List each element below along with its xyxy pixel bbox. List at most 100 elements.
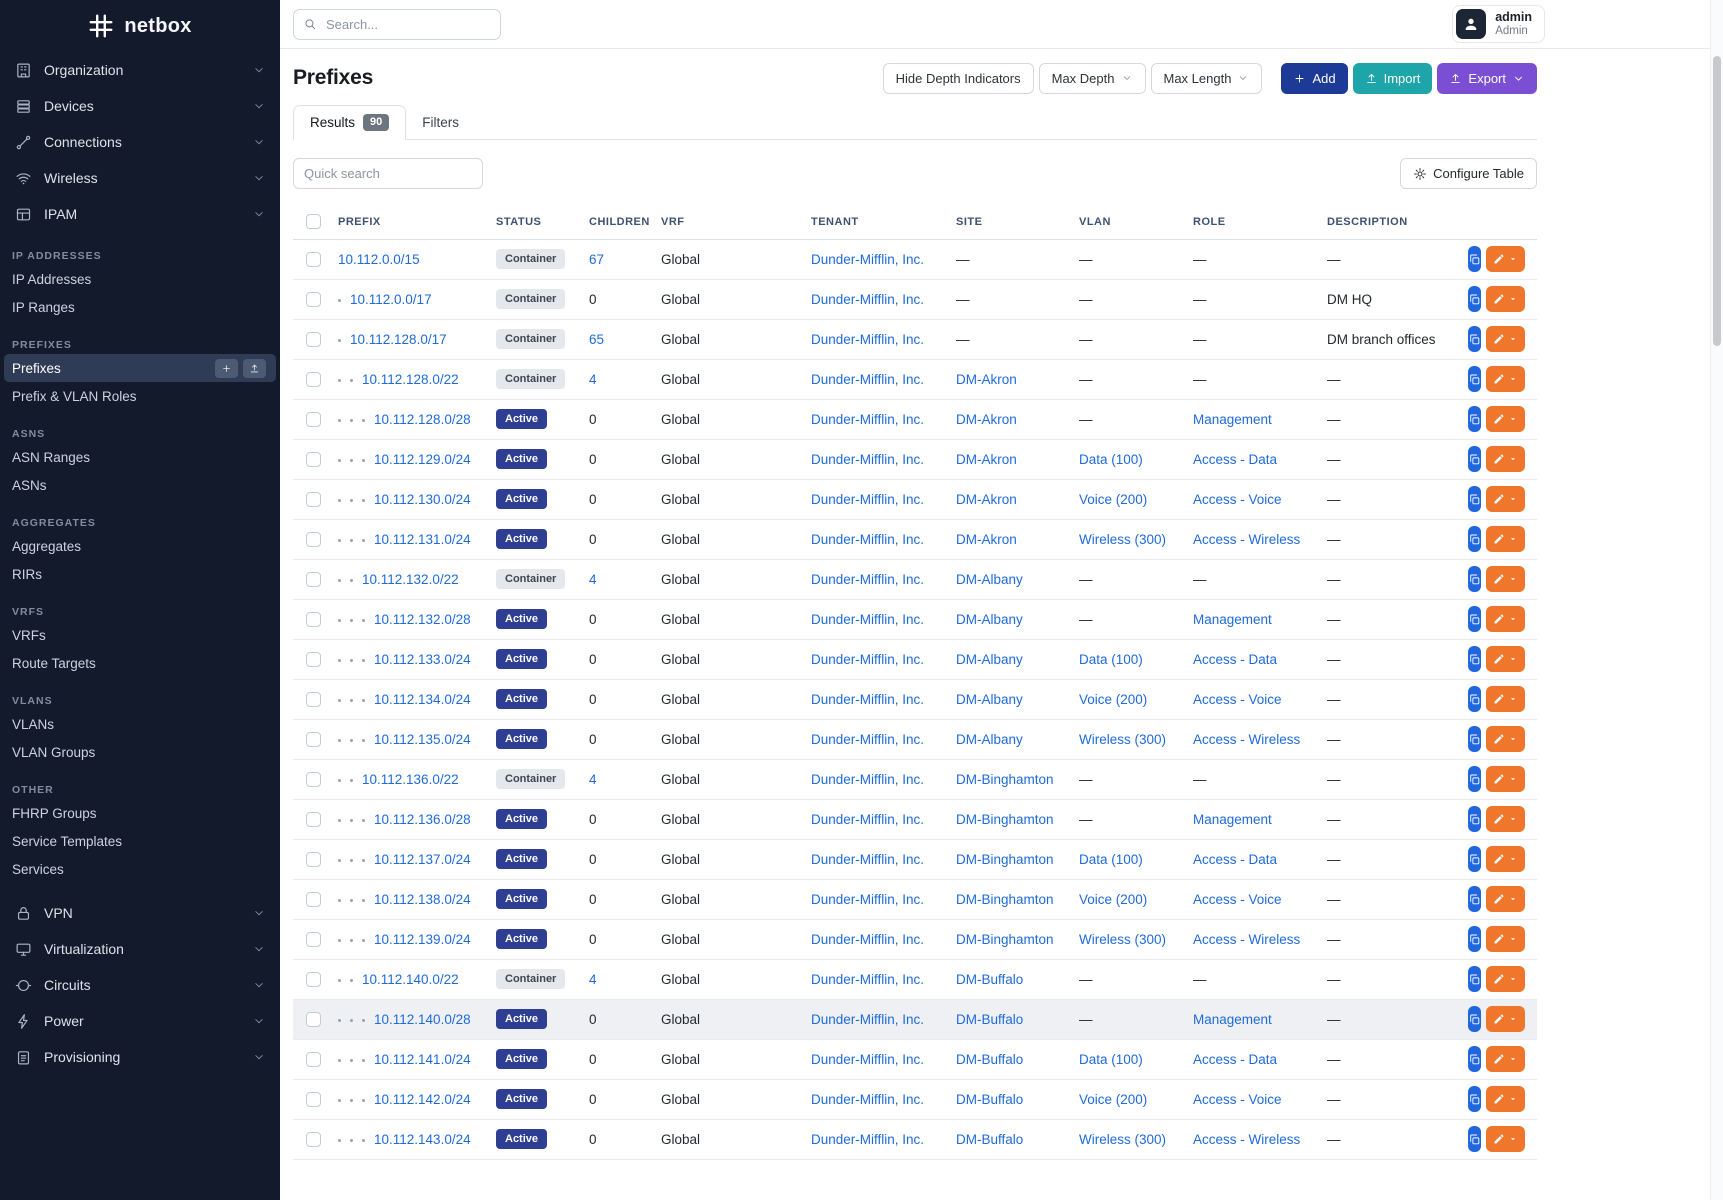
- edit-button[interactable]: [1486, 566, 1525, 593]
- column-header-prefix[interactable]: PREFIX: [330, 205, 488, 240]
- prefix-link[interactable]: 10.112.136.0/22: [362, 771, 459, 787]
- role-link[interactable]: Management: [1193, 611, 1272, 627]
- role-link[interactable]: Management: [1193, 1011, 1272, 1027]
- add-button[interactable]: Add: [1281, 62, 1348, 94]
- tenant-link[interactable]: Dunder-Mifflin, Inc.: [811, 531, 925, 547]
- row-checkbox[interactable]: [306, 612, 321, 628]
- tenant-link[interactable]: Dunder-Mifflin, Inc.: [811, 731, 925, 747]
- user-menu[interactable]: admin Admin: [1452, 5, 1545, 43]
- column-header-description[interactable]: DESCRIPTION: [1319, 205, 1462, 240]
- copy-button[interactable]: [1468, 846, 1481, 873]
- prefix-link[interactable]: 10.112.134.0/24: [374, 691, 471, 707]
- role-link[interactable]: Access - Wireless: [1193, 931, 1301, 947]
- tenant-link[interactable]: Dunder-Mifflin, Inc.: [811, 251, 925, 267]
- edit-button[interactable]: [1486, 886, 1525, 913]
- edit-button[interactable]: [1486, 686, 1525, 713]
- copy-button[interactable]: [1468, 1126, 1481, 1153]
- prefix-link[interactable]: 10.112.132.0/28: [374, 611, 471, 627]
- edit-button[interactable]: [1486, 1006, 1525, 1033]
- row-checkbox[interactable]: [306, 1092, 321, 1108]
- tenant-link[interactable]: Dunder-Mifflin, Inc.: [811, 291, 925, 307]
- sidebar-item-ip-addresses[interactable]: IP Addresses: [0, 265, 280, 293]
- row-checkbox[interactable]: [306, 292, 321, 308]
- row-checkbox[interactable]: [306, 732, 321, 748]
- row-checkbox[interactable]: [306, 932, 321, 948]
- sidebar-item-prefix-vlan-roles[interactable]: Prefix & VLAN Roles: [0, 382, 280, 410]
- row-checkbox[interactable]: [306, 532, 321, 548]
- role-link[interactable]: Access - Wireless: [1193, 731, 1301, 747]
- row-checkbox[interactable]: [306, 1052, 321, 1068]
- children-count-link[interactable]: 67: [589, 251, 605, 267]
- edit-button[interactable]: [1486, 366, 1525, 393]
- site-link[interactable]: DM-Akron: [956, 531, 1017, 547]
- row-checkbox[interactable]: [306, 692, 321, 708]
- tenant-link[interactable]: Dunder-Mifflin, Inc.: [811, 411, 925, 427]
- edit-button[interactable]: [1486, 646, 1525, 673]
- sidebar-menu-connections[interactable]: Connections: [0, 124, 280, 160]
- copy-button[interactable]: [1468, 446, 1481, 473]
- vlan-link[interactable]: Data (100): [1079, 1051, 1143, 1067]
- brand[interactable]: netbox: [0, 0, 280, 52]
- edit-button[interactable]: [1486, 526, 1525, 553]
- sidebar-item-vrfs[interactable]: VRFs: [0, 621, 280, 649]
- row-checkbox[interactable]: [306, 1132, 321, 1148]
- role-link[interactable]: Access - Data: [1193, 451, 1278, 467]
- copy-button[interactable]: [1468, 766, 1481, 793]
- sidebar-item-asns[interactable]: ASNs: [0, 471, 280, 499]
- children-count-link[interactable]: 4: [589, 971, 597, 987]
- tenant-link[interactable]: Dunder-Mifflin, Inc.: [811, 771, 925, 787]
- site-link[interactable]: DM-Albany: [956, 611, 1023, 627]
- row-checkbox[interactable]: [306, 972, 321, 988]
- site-link[interactable]: DM-Buffalo: [956, 1131, 1024, 1147]
- sidebar-item-fhrp-groups[interactable]: FHRP Groups: [0, 799, 280, 827]
- tenant-link[interactable]: Dunder-Mifflin, Inc.: [811, 971, 925, 987]
- site-link[interactable]: DM-Binghamton: [956, 891, 1054, 907]
- edit-button[interactable]: [1486, 1086, 1525, 1113]
- site-link[interactable]: DM-Akron: [956, 491, 1017, 507]
- copy-button[interactable]: [1468, 646, 1481, 673]
- edit-button[interactable]: [1486, 446, 1525, 473]
- tenant-link[interactable]: Dunder-Mifflin, Inc.: [811, 1011, 925, 1027]
- row-checkbox[interactable]: [306, 772, 321, 788]
- children-count-link[interactable]: 4: [589, 571, 597, 587]
- site-link[interactable]: DM-Albany: [956, 651, 1023, 667]
- prefix-link[interactable]: 10.112.140.0/28: [374, 1011, 471, 1027]
- column-header-children[interactable]: CHILDREN: [581, 205, 653, 240]
- edit-button[interactable]: [1486, 606, 1525, 633]
- copy-button[interactable]: [1468, 326, 1481, 353]
- prefix-link[interactable]: 10.112.135.0/24: [374, 731, 471, 747]
- sidebar-menu-vpn[interactable]: VPN: [0, 895, 280, 931]
- sidebar-menu-virtualization[interactable]: Virtualization: [0, 931, 280, 967]
- tenant-link[interactable]: Dunder-Mifflin, Inc.: [811, 811, 925, 827]
- export-dropdown[interactable]: Export: [1437, 62, 1537, 94]
- prefix-link[interactable]: 10.112.131.0/24: [374, 531, 471, 547]
- role-link[interactable]: Access - Voice: [1193, 1091, 1282, 1107]
- vlan-link[interactable]: Data (100): [1079, 651, 1143, 667]
- prefix-link[interactable]: 10.112.133.0/24: [374, 651, 471, 667]
- copy-button[interactable]: [1468, 966, 1481, 993]
- row-checkbox[interactable]: [306, 492, 321, 508]
- role-link[interactable]: Access - Wireless: [1193, 1131, 1301, 1147]
- edit-button[interactable]: [1486, 926, 1525, 953]
- column-header-tenant[interactable]: TENANT: [803, 205, 948, 240]
- vlan-link[interactable]: Wireless (300): [1079, 531, 1167, 547]
- sidebar-menu-circuits[interactable]: Circuits: [0, 967, 280, 1003]
- role-link[interactable]: Access - Data: [1193, 1051, 1278, 1067]
- site-link[interactable]: DM-Akron: [956, 371, 1017, 387]
- vlan-link[interactable]: Voice (200): [1079, 491, 1148, 507]
- sidebar-item-route-targets[interactable]: Route Targets: [0, 649, 280, 677]
- prefix-link[interactable]: 10.112.128.0/28: [374, 411, 471, 427]
- prefix-link[interactable]: 10.112.0.0/17: [350, 291, 432, 307]
- children-count-link[interactable]: 4: [589, 771, 597, 787]
- scrollbar[interactable]: [1710, 0, 1723, 1200]
- copy-button[interactable]: [1468, 606, 1481, 633]
- copy-button[interactable]: [1468, 806, 1481, 833]
- max-length-dropdown[interactable]: Max Length: [1150, 62, 1263, 94]
- sidebar-menu-provisioning[interactable]: Provisioning: [0, 1039, 280, 1075]
- copy-button[interactable]: [1468, 926, 1481, 953]
- scrollbar-thumb[interactable]: [1713, 56, 1721, 346]
- copy-button[interactable]: [1468, 1046, 1481, 1073]
- edit-button[interactable]: [1486, 326, 1525, 353]
- select-all-checkbox[interactable]: [306, 214, 321, 230]
- tenant-link[interactable]: Dunder-Mifflin, Inc.: [811, 331, 925, 347]
